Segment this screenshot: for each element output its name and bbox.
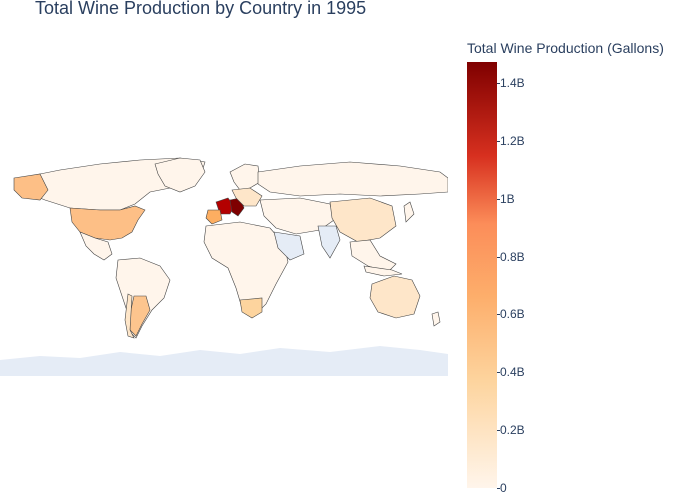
scandinavia[interactable]	[229, 163, 261, 191]
russia[interactable]	[257, 161, 448, 197]
central-europe[interactable]	[231, 187, 263, 207]
greenland[interactable]	[154, 157, 206, 193]
south-africa[interactable]	[239, 297, 263, 319]
colorbar-tick-label: 0.4B	[497, 365, 525, 380]
chile[interactable]	[124, 293, 135, 339]
colorbar-tick-label: 1.2B	[497, 133, 525, 148]
colorbar	[467, 62, 497, 488]
indonesia[interactable]	[363, 265, 403, 277]
colorbar-tick-label: 0.6B	[497, 307, 525, 322]
southeast-asia[interactable]	[349, 239, 397, 273]
arabia[interactable]	[273, 231, 305, 261]
colorbar-tick-label: 1.4B	[497, 76, 525, 90]
map-title: Total Wine Production by Country in 1995	[35, 0, 367, 18]
antarctica[interactable]	[0, 346, 448, 376]
australia[interactable]	[369, 275, 421, 319]
colorbar-title: Total Wine Production (Gallons)	[467, 40, 664, 56]
new-zealand[interactable]	[431, 311, 441, 327]
world-choropleth-map[interactable]	[0, 60, 448, 390]
colorbar-tick-label: 1B	[497, 191, 515, 206]
spain[interactable]	[205, 209, 223, 225]
colorbar-tick-label: 0.8B	[497, 249, 525, 264]
colorbar-tick-label: 0	[497, 481, 507, 495]
india[interactable]	[317, 225, 341, 259]
colorbar-tick-label: 0.2B	[497, 423, 525, 438]
japan[interactable]	[403, 201, 415, 223]
mexico[interactable]	[79, 231, 113, 261]
china[interactable]	[329, 197, 397, 243]
alaska[interactable]	[13, 173, 49, 201]
